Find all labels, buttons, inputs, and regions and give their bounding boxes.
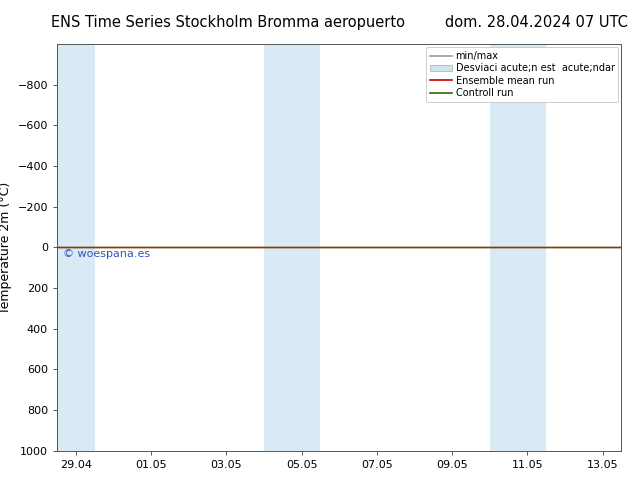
Text: © woespana.es: © woespana.es <box>63 248 150 259</box>
Y-axis label: Temperature 2m (°C): Temperature 2m (°C) <box>0 181 12 314</box>
Bar <box>264 44 320 451</box>
Bar <box>489 44 546 451</box>
Bar <box>57 44 94 451</box>
Text: dom. 28.04.2024 07 UTC: dom. 28.04.2024 07 UTC <box>445 15 628 29</box>
Legend: min/max, Desviaci acute;n est  acute;ndar, Ensemble mean run, Controll run: min/max, Desviaci acute;n est acute;ndar… <box>426 47 618 102</box>
Text: ENS Time Series Stockholm Bromma aeropuerto: ENS Time Series Stockholm Bromma aeropue… <box>51 15 404 29</box>
